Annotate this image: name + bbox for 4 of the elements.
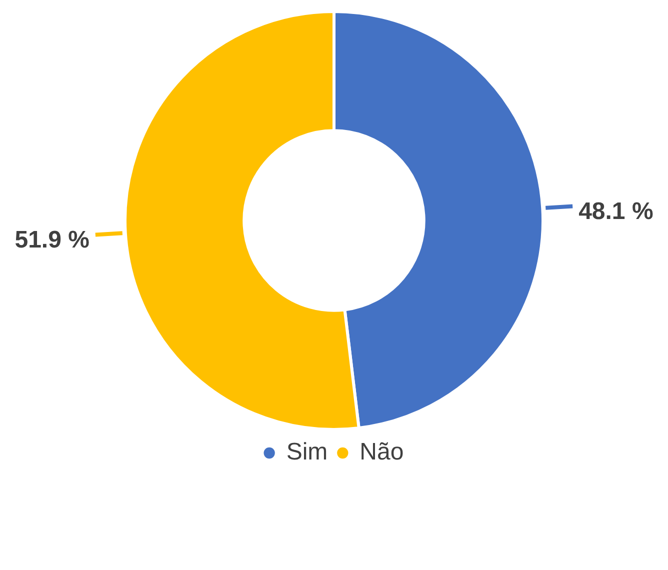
data-label: 51.9 % bbox=[14, 226, 90, 254]
legend-label: Sim bbox=[286, 438, 328, 466]
legend-label: Não bbox=[360, 438, 404, 466]
data-label: 48.1 % bbox=[578, 198, 654, 225]
